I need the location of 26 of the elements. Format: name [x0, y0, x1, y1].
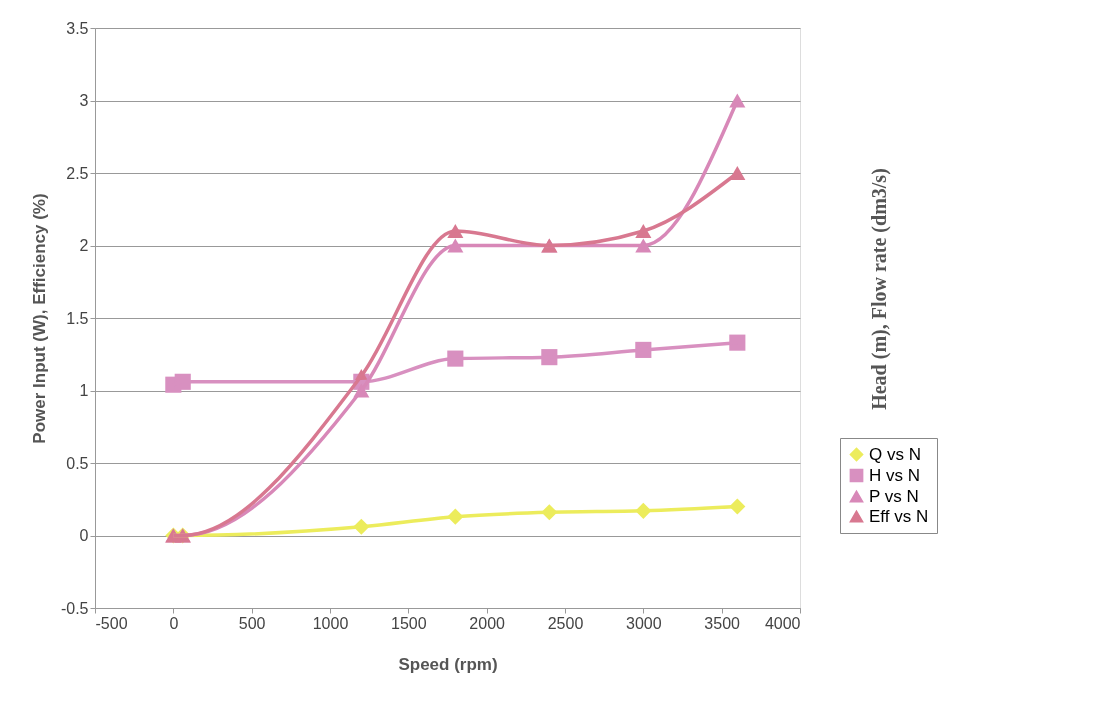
legend-label: H vs N: [869, 465, 920, 485]
y-tick-label: 1: [79, 382, 89, 399]
x-tick-label: 500: [238, 614, 266, 632]
y-tick-label: 3: [79, 92, 89, 109]
x-tick-label: 0: [169, 614, 179, 632]
legend-label: Q vs N: [869, 444, 921, 464]
x-axis-title: Speed (rpm): [398, 654, 498, 674]
x-tick-label: 4000: [764, 614, 801, 632]
x-tick-label: 1500: [391, 614, 427, 632]
x-tick-label: 1000: [312, 614, 349, 632]
x-tick-label: 3500: [704, 614, 741, 632]
legend-label: P vs N: [869, 486, 919, 506]
y2-axis-title: Head (m), Flow rate (dm3/s): [868, 168, 891, 410]
x-tick-label: -500: [95, 614, 128, 632]
y-tick-label: 2.5: [66, 164, 89, 182]
y-tick-label: 2: [79, 237, 89, 254]
x-tick-label: 2500: [547, 614, 584, 632]
y-tick-label: 0.5: [66, 454, 89, 472]
legend-label: Eff vs N: [869, 506, 929, 526]
y-tick-label: 1.5: [66, 309, 89, 327]
x-tick-label: 3000: [626, 614, 662, 632]
y-axis-title: Power Input (W), Efficiency (%): [29, 193, 49, 444]
x-tick-label: 2000: [469, 614, 506, 632]
y-tick-label: -0.5: [60, 599, 89, 617]
y-tick-label: 0: [79, 527, 89, 544]
y-tick-label: 3.5: [66, 19, 89, 37]
